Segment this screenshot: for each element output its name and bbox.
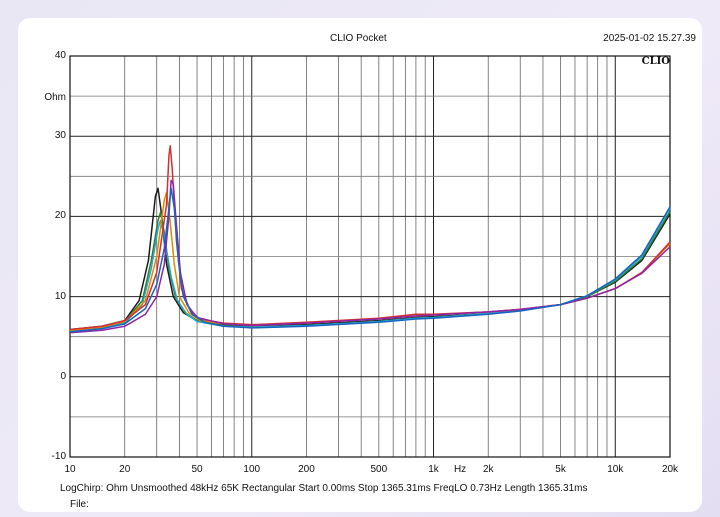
x-tick-label: 10k [607, 464, 624, 475]
y-tick-label: 10 [54, 290, 66, 302]
y-tick-label: -10 [51, 451, 66, 462]
file-label: File: [70, 499, 89, 510]
x-tick-label: 200 [298, 464, 315, 475]
x-tick-label: 5k [555, 464, 566, 475]
brand-logo: CLIO [641, 56, 670, 67]
y-tick-label: 40 [54, 50, 66, 61]
plot-frame [69, 55, 671, 458]
y-axis-unit: Ohm [44, 92, 66, 103]
y-tick-label: 0 [60, 370, 66, 382]
x-axis-unit: Hz [453, 464, 467, 475]
series-line-7 [69, 187, 671, 333]
timestamp: 2025-01-02 15.27.39 [603, 33, 696, 44]
x-tick-label: 2k [482, 464, 494, 475]
chart-title: CLIO Pocket [330, 33, 387, 44]
x-tick-label: 10 [64, 464, 76, 475]
x-tick-label: 100 [243, 464, 261, 475]
y-tick-label: 20 [54, 210, 66, 222]
x-tick-label: 50 [191, 464, 203, 475]
y-tick-label: 30 [54, 130, 66, 142]
x-tick-label: 500 [370, 464, 388, 475]
x-tick-label: 20 [119, 464, 131, 475]
measurement-info: LogChirp: Ohm Unsmoothed 48kHz 65K Recta… [60, 483, 588, 494]
x-tick-label: 20k [661, 464, 679, 475]
x-tick-label: 1k [428, 464, 439, 475]
